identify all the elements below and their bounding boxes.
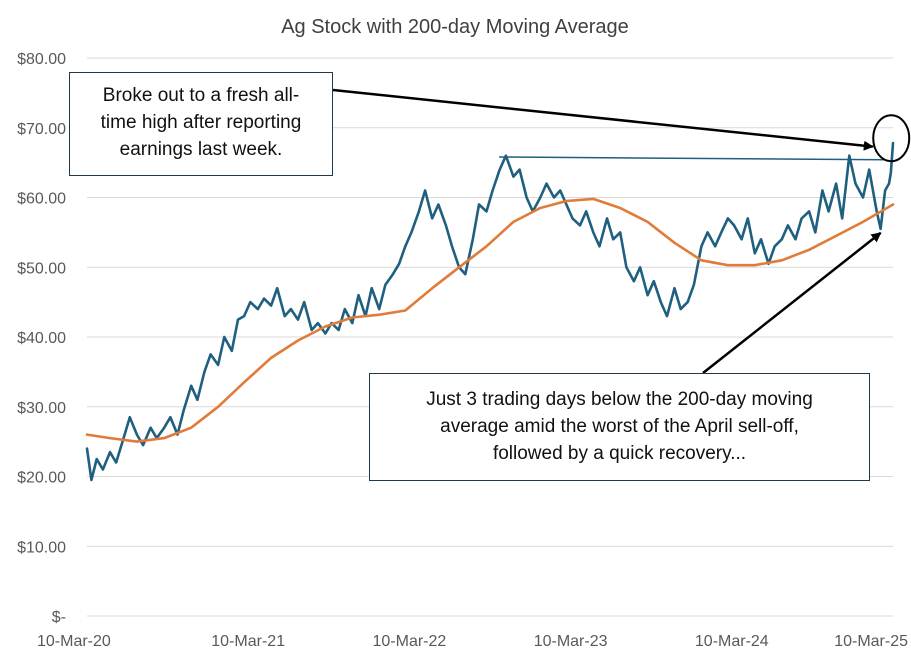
y-tick-label: $50.00 — [17, 260, 66, 277]
x-tick-label: 10-Mar-21 — [211, 633, 285, 650]
annotation-arrow-breakout — [332, 88, 874, 151]
annotation-box-breakout: Broke out to a fresh all- time high afte… — [69, 72, 333, 176]
y-tick-label: $70.00 — [17, 121, 66, 138]
moving-average-line — [85, 197, 895, 443]
x-tick-label: 10-Mar-20 — [37, 633, 111, 650]
y-axis-ticks: $- $10.00 $20.00 $30.00 $40.00 $50.00 $60.00 $7… — [17, 51, 66, 626]
annotation-line: Broke out to a fresh all- — [102, 85, 300, 106]
annotation-arrows — [332, 88, 911, 374]
y-tick-label: $40.00 — [17, 330, 66, 347]
y-tick-label: $- — [52, 609, 66, 626]
annotation-line: followed by a quick recovery... — [492, 443, 747, 464]
chart-title: Ag Stock with 200-day Moving Average — [281, 16, 629, 38]
x-axis-ticks: 10-Mar-20 10-Mar-21 10-Mar-22 10-Mar-23 10-M… — [37, 633, 908, 650]
series-layer — [85, 141, 895, 482]
annotation-line: earnings last week. — [119, 139, 283, 160]
y-tick-label: $30.00 — [17, 400, 66, 417]
x-tick-label: 10-Mar-23 — [534, 633, 608, 650]
y-tick-label: $80.00 — [17, 51, 66, 68]
price-series-line — [85, 141, 895, 482]
y-tick-label: $10.00 — [17, 539, 66, 556]
breakout-highlight-circle — [872, 114, 911, 163]
x-tick-label: 10-Mar-25 — [834, 633, 908, 650]
x-tick-label: 10-Mar-24 — [695, 633, 769, 650]
y-tick-label: $60.00 — [17, 191, 66, 208]
annotation-line: average amid the worst of the April sell… — [440, 416, 799, 437]
annotation-line: Just 3 trading days below the 200-day mo… — [426, 389, 813, 410]
annotation-arrow-selloff — [702, 231, 882, 374]
y-tick-label: $20.00 — [17, 470, 66, 487]
annotation-line: time high after reporting — [100, 112, 302, 133]
x-tick-label: 10-Mar-22 — [372, 633, 446, 650]
annotation-box-selloff: Just 3 trading days below the 200-day mo… — [369, 373, 870, 481]
resistance-line — [498, 156, 886, 161]
